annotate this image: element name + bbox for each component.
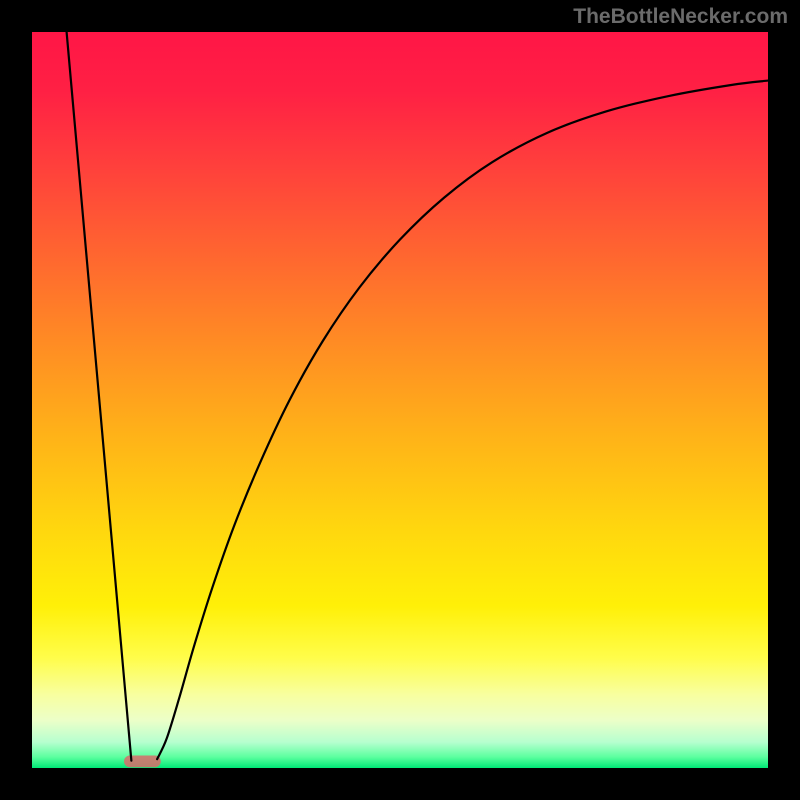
watermark-text: TheBottleNecker.com [573, 5, 788, 29]
plot-gradient-background [32, 32, 768, 768]
bottleneck-chart [0, 0, 800, 800]
optimal-marker [124, 755, 161, 767]
